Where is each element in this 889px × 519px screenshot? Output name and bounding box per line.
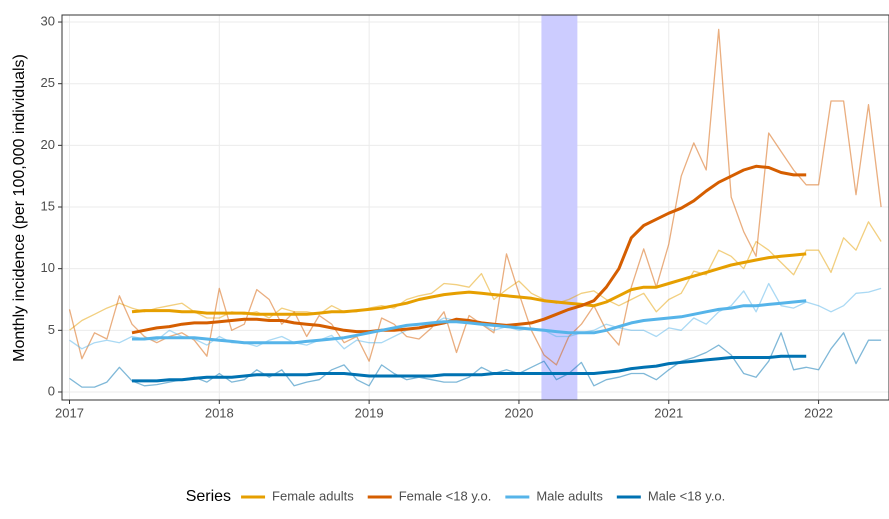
x-tick-label: 2022 (804, 405, 833, 420)
series-line (69, 332, 882, 388)
y-tick-label: 0 (48, 383, 55, 398)
x-tick-label: 2017 (55, 405, 84, 420)
legend-label: Male <18 y.o. (648, 488, 725, 503)
legend-label: Male adults (536, 488, 603, 503)
legend: Series Female adults Female <18 y.o. Male a… (186, 488, 726, 505)
y-tick-label: 10 (41, 260, 55, 275)
x-tick-label: 2020 (504, 405, 533, 420)
y-axis-label: Monthly incidence (per 100,000 individua… (11, 54, 28, 362)
legend-title: Series (186, 488, 231, 505)
y-tick-label: 25 (41, 75, 55, 90)
legend-label: Female <18 y.o. (399, 488, 492, 503)
y-tick-label: 20 (41, 137, 55, 152)
y-tick-label: 15 (41, 198, 55, 213)
legend-label: Female adults (272, 488, 354, 503)
x-tick-label: 2021 (654, 405, 683, 420)
series-line (69, 221, 882, 331)
y-tick-label: 5 (48, 322, 55, 337)
trend-line (131, 164, 807, 335)
x-tick-label: 2018 (205, 405, 234, 420)
trend-line (131, 252, 807, 316)
trend-line (132, 299, 807, 345)
trend-line (132, 354, 807, 383)
y-tick-label: 30 (41, 13, 55, 28)
series-line (68, 28, 882, 366)
x-tick-label: 2019 (355, 405, 384, 420)
highlight-band (541, 15, 578, 400)
